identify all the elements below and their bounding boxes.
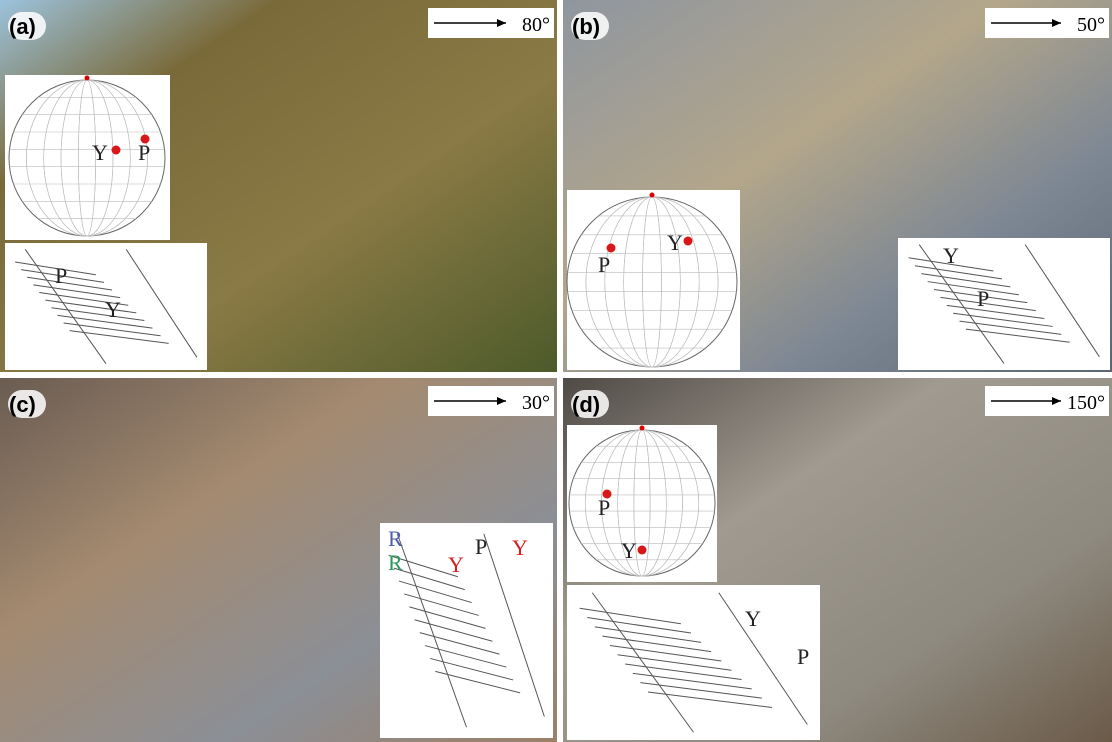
sketch-label: Y (745, 606, 761, 631)
pole-dot (112, 146, 121, 155)
sketch-label: R (388, 550, 403, 575)
sketch-label: P (797, 644, 809, 669)
stereonet-label: Y (667, 230, 683, 255)
sketch-inset (898, 238, 1110, 370)
stereonet-label: Y (621, 538, 637, 563)
north-marker (640, 426, 645, 431)
stereonet-inset (567, 425, 717, 582)
sketch-label: Y (448, 552, 464, 577)
sketch-inset (567, 585, 820, 740)
sketch-label: P (475, 534, 487, 559)
sketch-label: P (55, 263, 67, 288)
pole-dot (684, 237, 693, 246)
stereonet-label: P (598, 252, 610, 277)
panel-label: (b) (572, 14, 600, 39)
stereonet-label: P (138, 140, 150, 165)
direction-label: 50° (1077, 14, 1105, 36)
sketch-label: R (388, 526, 403, 551)
direction-label: 30° (522, 392, 550, 414)
sketch-label: P (977, 286, 989, 311)
direction-label: 150° (1067, 392, 1105, 414)
panel-label: (c) (9, 392, 36, 417)
figure: (a)80°YPPY(b)50°PYYP(c)30°RRYPY(d)150°PY… (0, 0, 1112, 742)
sketch-label: Y (105, 297, 121, 322)
panel-label: (d) (572, 392, 600, 417)
direction-label: 80° (522, 14, 550, 36)
north-marker (85, 76, 90, 81)
panel-label: (a) (9, 14, 36, 39)
sketch-label: Y (512, 535, 528, 560)
sketch-label: Y (943, 243, 959, 268)
north-marker (650, 193, 655, 198)
stereonet-label: Y (92, 140, 108, 165)
pole-dot (638, 546, 647, 555)
stereonet-label: P (598, 495, 610, 520)
